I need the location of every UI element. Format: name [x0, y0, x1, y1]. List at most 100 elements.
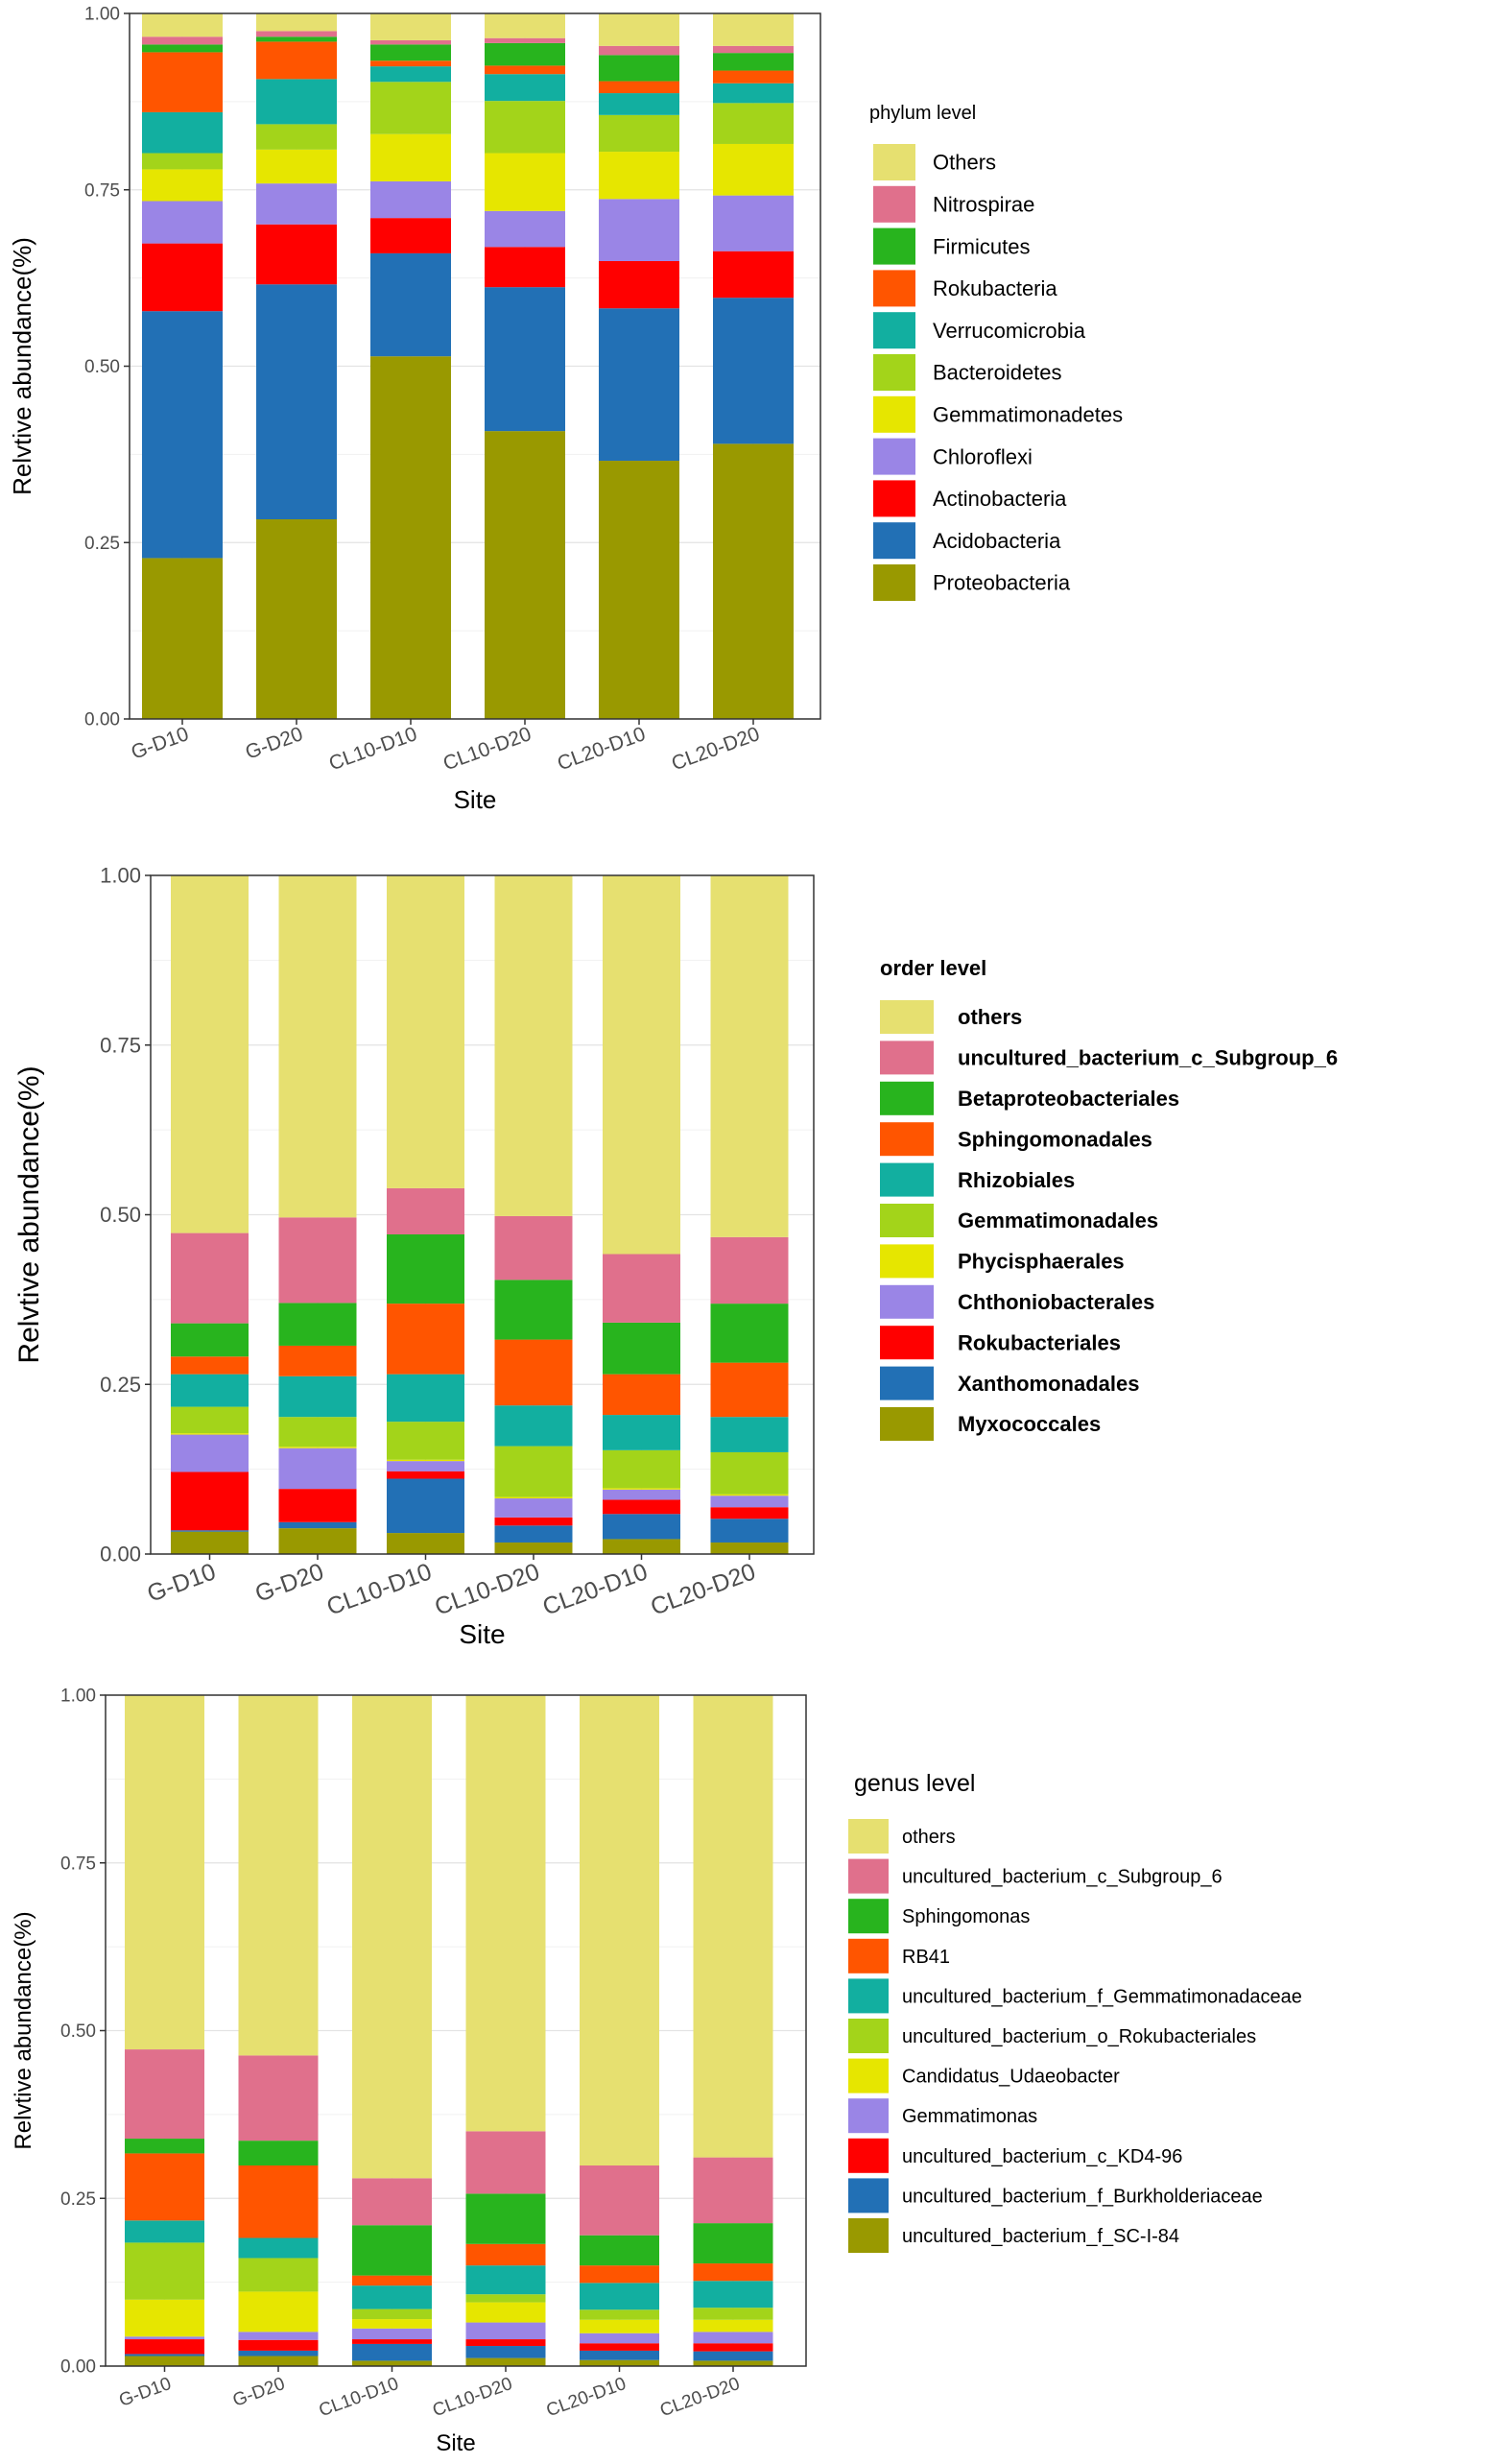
chart2-bar-segment	[171, 1374, 249, 1407]
chart2-legend-swatch	[880, 1041, 934, 1075]
chart2-bar-segment	[710, 1304, 789, 1363]
chart1-bar-segment	[713, 143, 794, 196]
chart1-bar-segment	[485, 210, 565, 248]
chart3-y-tick-label: 0.25	[60, 2189, 96, 2210]
chart2-bar-segment	[710, 1362, 789, 1418]
chart3-legend-label: uncultured_bacterium_f_SC-I-84	[902, 2226, 1179, 2247]
chart1-bar-segment	[142, 558, 223, 719]
chart2-bar-segment	[710, 1451, 789, 1495]
chart3-bar-segment	[352, 2178, 432, 2226]
chart1-bar-segment	[713, 103, 794, 144]
chart3-bar-segment	[125, 2242, 204, 2300]
chart1-bar-segment	[256, 183, 337, 225]
chart2-bar-segment	[603, 1499, 680, 1515]
chart2-legend-label: Xanthomonadales	[958, 1372, 1139, 1396]
chart1-bar-segment	[256, 124, 337, 150]
chart1-legend-swatch	[873, 144, 915, 180]
chart1-bar-segment	[142, 311, 223, 559]
chart1-bar-segment	[713, 13, 794, 46]
chart1-bar-segment	[256, 518, 337, 719]
chart2-bar-segment	[387, 1374, 464, 1423]
chart2-bar-segment	[278, 1217, 357, 1304]
chart3-bar-segment	[693, 2360, 773, 2366]
chart2-legend-label: Rhizobiales	[958, 1168, 1075, 1192]
chart1-legend-label: Bacteroidetes	[933, 361, 1062, 385]
chart3-bar-segment	[238, 2165, 319, 2238]
chart3-bar-segment	[693, 2343, 773, 2352]
chart3-bar-segment	[125, 2354, 204, 2356]
chart3-bar-segment	[580, 2235, 659, 2266]
chart3-bar-segment	[465, 2357, 546, 2366]
chart3-bar-segment	[580, 1695, 659, 2165]
chart2-legend-swatch	[880, 1122, 934, 1157]
chart1-bar-segment	[370, 356, 451, 719]
chart2-legend-label: uncultured_bacterium_c_Subgroup_6	[958, 1046, 1338, 1070]
chart3-bar-segment	[125, 2153, 204, 2221]
chart3-bar-segment	[465, 1695, 546, 2132]
chart2-x-tick-label: CL10-D20	[431, 1558, 543, 1620]
chart2-bar-segment	[710, 1236, 789, 1304]
chart1-y-axis-title: Relvtive abundance(%)	[8, 237, 36, 495]
chart3-bar-segment	[352, 2285, 432, 2309]
chart1-y-tick-label: 0.25	[84, 534, 120, 554]
chart1-bar-segment	[713, 45, 794, 54]
chart1-bar-segment	[142, 36, 223, 45]
chart3-bar-segment	[352, 2275, 432, 2286]
chart3-bar-segment	[580, 2283, 659, 2310]
chart3-bar-segment	[580, 2350, 659, 2360]
chart3-bar-segment	[125, 2336, 204, 2340]
chart3-bar-segment	[580, 2165, 659, 2236]
chart1-legend-swatch	[873, 395, 915, 433]
chart1-bar-segment	[142, 169, 223, 202]
chart2-bar-segment	[603, 875, 680, 1255]
chart2-bar-segment	[278, 1345, 357, 1376]
chart1-bar-segment	[485, 65, 565, 75]
chart2-bar-segment	[603, 1374, 680, 1416]
chart2-bar-segment	[603, 1415, 680, 1450]
chart3-bar-segment	[125, 2220, 204, 2243]
chart3-legend-swatch	[848, 1858, 889, 1894]
chart1-bar-segment	[370, 44, 451, 61]
chart2-bar-segment	[710, 1417, 789, 1452]
chart1-bar-segment	[370, 133, 451, 181]
chart1-bar-segment	[599, 114, 679, 153]
chart2-bar-segment	[710, 1542, 789, 1554]
chart2-bar-segment	[171, 1471, 249, 1531]
chart2-legend-label: Gemmatimonadales	[958, 1208, 1158, 1232]
chart1-bar-segment	[370, 60, 451, 67]
chart2-bar-segment	[387, 1422, 464, 1460]
chart2-bar-segment	[494, 1339, 573, 1406]
chart2-bar-segment	[710, 1507, 789, 1519]
chart3-legend-label: others	[902, 1827, 956, 1848]
chart3-y-axis-title: Relvtive abundance(%)	[11, 1911, 36, 2149]
chart2-x-axis-title: Site	[459, 1619, 505, 1649]
chart3-bar-segment	[693, 2157, 773, 2224]
chart3-bar-segment	[465, 2193, 546, 2244]
chart1-legend-label: Proteobacteria	[933, 571, 1071, 595]
chart1-x-axis-title: Site	[454, 785, 497, 814]
chart3-bar-segment	[125, 2139, 204, 2154]
chart3-bar-segment	[465, 2322, 546, 2340]
chart2-y-axis-title: Relvtive abundance(%)	[13, 1065, 45, 1363]
chart1-bar-segment	[142, 13, 223, 37]
chart3-x-tick-label: CL20-D20	[657, 2374, 743, 2421]
chart1-bar-segment	[485, 42, 565, 66]
chart3-bar-segment	[693, 2319, 773, 2332]
chart2-x-tick-label: CL20-D20	[647, 1558, 759, 1620]
chart2-bar-segment	[278, 1528, 357, 1554]
chart2-bar-segment	[171, 1531, 249, 1554]
chart2-bar-segment	[494, 1280, 573, 1340]
chart2-y-tick-label: 1.00	[100, 864, 141, 888]
chart2-y-tick-label: 0.00	[100, 1543, 141, 1567]
chart1-x-tick-label: CL20-D10	[555, 723, 649, 775]
chart2-bar-segment	[278, 1447, 357, 1490]
chart2-bar-segment	[494, 1405, 573, 1447]
chart1-bar-segment	[599, 152, 679, 200]
chart2-bar-segment	[278, 1417, 357, 1447]
chart1-legend-label: Verrucomicrobia	[933, 319, 1086, 343]
chart1-legend-title: phylum level	[869, 103, 976, 124]
chart1-legend-swatch	[873, 438, 915, 475]
chart2-bar-segment	[278, 1521, 357, 1529]
chart1-bar-segment	[599, 55, 679, 82]
